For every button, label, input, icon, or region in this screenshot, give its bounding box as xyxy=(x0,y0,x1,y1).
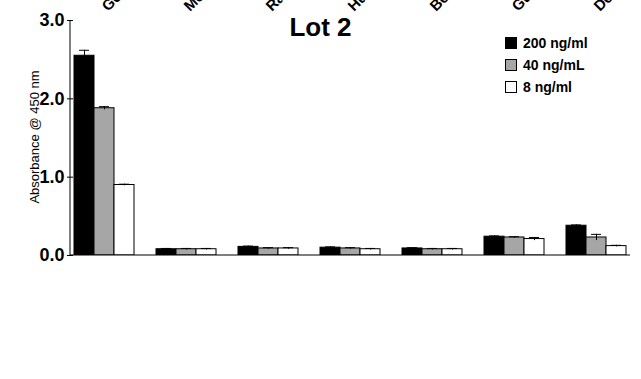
svg-text:0.0: 0.0 xyxy=(39,245,64,265)
svg-text:Guinea Pig: Guinea Pig xyxy=(508,0,575,14)
svg-text:Goat: Goat xyxy=(98,0,134,14)
html-text:200 ng/ml: 200 ng/ml xyxy=(523,35,588,51)
svg-text:2.0: 2.0 xyxy=(39,89,64,109)
svg-text:3.0: 3.0 xyxy=(39,10,64,30)
svg-text:Donkey: Donkey xyxy=(590,0,641,14)
svg-text:Rat: Rat xyxy=(262,0,291,14)
html-text:Absorbance @ 450 nm: Absorbance @ 450 nm xyxy=(26,70,42,204)
svg-text:Bovine: Bovine xyxy=(426,0,473,14)
html-text:8 ng/ml: 8 ng/ml xyxy=(523,79,572,95)
svg-text:1.0: 1.0 xyxy=(39,167,64,187)
html-text:Lot 2: Lot 2 xyxy=(289,12,352,42)
html-text:40 ng/mL: 40 ng/mL xyxy=(523,57,585,73)
svg-text:Mouse: Mouse xyxy=(180,0,226,14)
